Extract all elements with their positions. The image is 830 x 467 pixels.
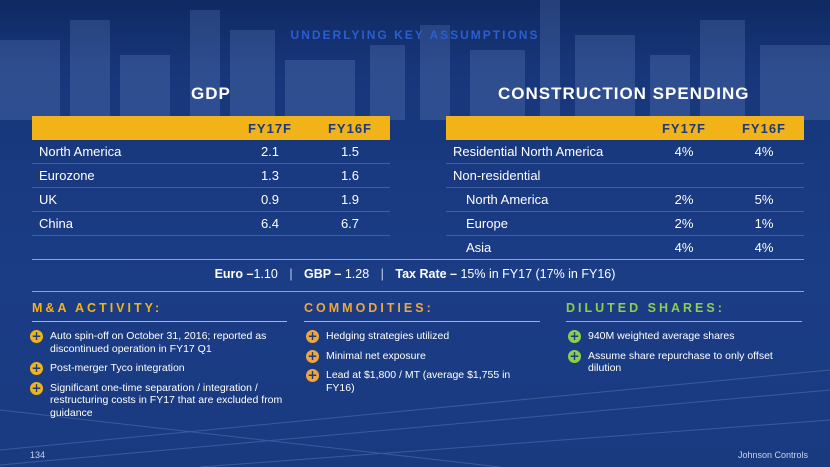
fy17-value: 4% bbox=[674, 240, 694, 255]
table-row: Asia 4% 4% bbox=[446, 236, 804, 260]
rates-line: Euro –1.10 | GBP – 1.28 | Tax Rate – 15%… bbox=[0, 267, 830, 281]
title-strip bbox=[0, 0, 830, 70]
fy17-value: 2% bbox=[644, 211, 724, 236]
row-label: Eurozone bbox=[32, 163, 230, 188]
fy16-value: 4% bbox=[724, 140, 804, 164]
fy16-value: 1.5 bbox=[310, 140, 390, 164]
table-row: Europe 2% 1% bbox=[446, 211, 804, 236]
list-item-text: Hedging strategies utilized bbox=[326, 330, 450, 342]
row-label: North America bbox=[446, 187, 644, 212]
divider-top bbox=[32, 259, 804, 260]
construction-table: FY17F FY16F Residential North America 4%… bbox=[446, 116, 804, 259]
list-item-text: Significant one-time separation / integr… bbox=[50, 381, 283, 419]
fy17-value: 1.3 bbox=[230, 163, 310, 188]
ma-underline bbox=[32, 321, 287, 322]
fy17-value bbox=[644, 163, 724, 188]
row-label: North America bbox=[32, 140, 230, 164]
list-item: + 940M weighted average shares bbox=[568, 330, 778, 343]
row-label: Non-residential bbox=[446, 163, 644, 188]
gdp-heading: GDP bbox=[191, 84, 231, 103]
list-item-text: Auto spin-off on October 31, 2016; repor… bbox=[50, 330, 267, 355]
fy16-value: 4% bbox=[754, 240, 774, 255]
separator: | bbox=[289, 267, 293, 281]
plus-circle-icon: + bbox=[306, 348, 319, 363]
gdp-col-fy17: FY17F bbox=[230, 116, 310, 140]
table-row: North America 2% 5% bbox=[446, 187, 804, 212]
gdp-table: FY17F FY16F North America 2.1 1.5 Eurozo… bbox=[32, 116, 390, 236]
fy16-value: 1.6 bbox=[310, 163, 390, 188]
list-item: + Post-merger Tyco integration bbox=[30, 362, 292, 375]
table-row: Residential North America 4% 4% bbox=[446, 140, 804, 164]
gbp-label: GBP – bbox=[304, 267, 342, 281]
row-label: Asia bbox=[466, 240, 492, 255]
plus-circle-icon: + bbox=[306, 368, 319, 382]
list-item-text: 940M weighted average shares bbox=[588, 330, 735, 342]
euro-label: Euro – bbox=[214, 267, 254, 281]
page-number: 134 bbox=[30, 450, 46, 460]
row-label: Residential North America bbox=[446, 140, 644, 164]
list-item-text: Post-merger Tyco integration bbox=[50, 362, 185, 374]
commodities-heading: COMMODITIES: bbox=[304, 301, 434, 315]
fy16-value: 1% bbox=[724, 211, 804, 236]
shares-heading: DILUTED SHARES: bbox=[566, 301, 725, 315]
separator: | bbox=[380, 267, 384, 281]
list-item: + Lead at $1,800 / MT (average $1,755 in… bbox=[306, 369, 536, 394]
page-title: UNDERLYING KEY ASSUMPTIONS bbox=[290, 28, 540, 42]
gdp-table-header: FY17F FY16F bbox=[32, 116, 390, 140]
table-row: Eurozone 1.3 1.6 bbox=[32, 163, 390, 188]
construction-table-header: FY17F FY16F bbox=[446, 116, 804, 140]
euro-value: 1.10 bbox=[253, 267, 278, 281]
list-item: + Auto spin-off on October 31, 2016; rep… bbox=[30, 330, 292, 355]
plus-circle-icon: + bbox=[30, 329, 43, 343]
fy17-value: 2.1 bbox=[230, 140, 310, 164]
fy17-value: 4% bbox=[644, 140, 724, 164]
commodities-list: + Hedging strategies utilized + Minimal … bbox=[306, 330, 536, 401]
shares-list: + 940M weighted average shares + Assume … bbox=[568, 330, 778, 382]
list-item-text: Lead at $1,800 / MT (average $1,755 in F… bbox=[326, 369, 511, 394]
tax-label: Tax Rate – bbox=[395, 267, 457, 281]
list-item: + Minimal net exposure bbox=[306, 348, 536, 363]
fy16-value: 6.7 bbox=[310, 211, 390, 236]
list-item: + Significant one-time separation / inte… bbox=[30, 380, 292, 420]
plus-circle-icon: + bbox=[30, 361, 43, 375]
gdp-col-fy16: FY16F bbox=[310, 116, 390, 140]
fy16-value bbox=[724, 163, 804, 188]
shares-underline bbox=[566, 321, 802, 322]
construction-col-fy17: FY17F bbox=[644, 116, 724, 140]
divider-bottom bbox=[32, 291, 804, 292]
row-label: Europe bbox=[446, 211, 644, 236]
fy16-value: 5% bbox=[724, 187, 804, 212]
commodities-underline bbox=[304, 321, 540, 322]
list-item-text: Assume share repurchase to only offset d… bbox=[588, 349, 773, 375]
fy17-value: 0.9 bbox=[230, 187, 310, 212]
row-label: China bbox=[32, 211, 230, 236]
city-skyline-background bbox=[0, 0, 830, 120]
list-item-text: Minimal net exposure bbox=[326, 349, 426, 362]
list-item: + Hedging strategies utilized bbox=[306, 330, 536, 343]
construction-heading: CONSTRUCTION SPENDING bbox=[498, 84, 750, 103]
brand-name: Johnson Controls bbox=[737, 450, 808, 460]
roads-background bbox=[0, 369, 830, 467]
table-row: UK 0.9 1.9 bbox=[32, 187, 390, 212]
construction-col-fy16: FY16F bbox=[724, 116, 804, 140]
ma-heading: M&A ACTIVITY: bbox=[32, 301, 163, 315]
fy17-value: 2% bbox=[644, 187, 724, 212]
table-row: North America 2.1 1.5 bbox=[32, 140, 390, 164]
fy17-value: 6.4 bbox=[230, 211, 310, 236]
plus-circle-icon: + bbox=[306, 329, 319, 343]
plus-circle-icon: + bbox=[568, 348, 581, 363]
plus-circle-icon: + bbox=[30, 380, 43, 395]
ma-list: + Auto spin-off on October 31, 2016; rep… bbox=[30, 330, 292, 426]
table-row: China 6.4 6.7 bbox=[32, 211, 390, 236]
tax-value: 15% in FY17 (17% in FY16) bbox=[456, 267, 616, 281]
gbp-value: 1.28 bbox=[341, 267, 370, 281]
fy16-value: 1.9 bbox=[310, 187, 390, 212]
plus-circle-icon: + bbox=[568, 329, 581, 343]
row-label: UK bbox=[32, 187, 230, 212]
list-item: + Assume share repurchase to only offset… bbox=[568, 348, 778, 375]
table-row: Non-residential bbox=[446, 163, 804, 188]
